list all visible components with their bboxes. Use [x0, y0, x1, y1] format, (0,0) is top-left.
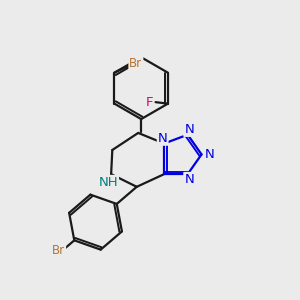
Text: N: N — [158, 132, 167, 145]
Text: Br: Br — [129, 57, 142, 70]
Text: F: F — [145, 96, 153, 109]
Text: NH: NH — [98, 176, 118, 189]
Text: N: N — [184, 123, 194, 136]
Text: Br: Br — [52, 244, 65, 257]
Text: N: N — [205, 148, 214, 161]
Text: N: N — [184, 173, 194, 186]
